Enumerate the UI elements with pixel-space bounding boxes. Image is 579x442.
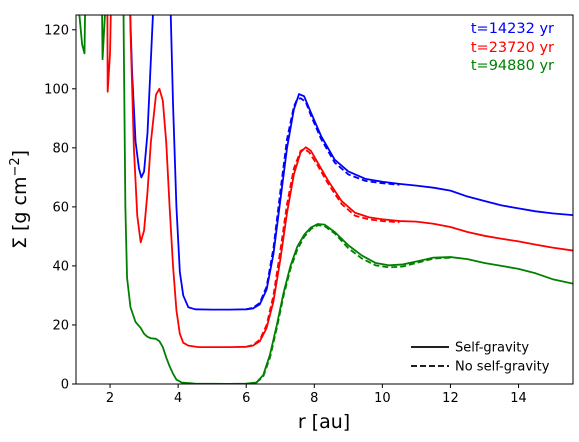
x-tick-label: 4 [174,391,182,406]
time-label-1: t=14232 yr [471,21,554,37]
series-2-no-self-gravity-line [245,148,400,348]
time-label-3: t=94880 yr [471,58,554,74]
y-tick-label: 80 [52,141,69,156]
y-axis-label-main: Σ [g cm [9,177,31,250]
axis-ticks: 2 4 6 8 10 12 14 0 20 40 60 80 100 120 [44,23,527,406]
legend-label-self-gravity: Self-gravity [455,341,529,356]
y-tick-label: 100 [44,82,69,97]
plot-frame [75,14,574,385]
y-tick-label: 20 [52,319,69,334]
x-tick-label: 8 [310,391,318,406]
y-tick-label: 60 [52,200,69,215]
y-axis-label: Σ [g cm−2] [8,150,31,249]
x-tick-label: 14 [510,391,527,406]
linestyle-legend: Self-gravity No self-gravity [411,341,550,375]
x-tick-label: 10 [374,391,391,406]
y-tick-label: 40 [52,259,69,274]
x-tick-label: 6 [242,391,250,406]
x-tick-label: 12 [442,391,459,406]
y-tick-label: 0 [61,378,69,393]
series-3-no-self-gravity-line [255,224,451,384]
legend-label-no-self-gravity: No self-gravity [455,360,550,375]
series-1-no-self-gravity-line [246,97,400,311]
x-tick-label: 2 [106,391,114,406]
y-tick-label: 120 [44,23,69,38]
y-axis-label-exponent: −2 [8,157,23,176]
time-label-2: t=23720 yr [471,40,554,56]
series-2-self-gravity-line [106,15,573,348]
y-axis-label-close: ] [9,150,31,157]
x-axis-label: r [au] [298,411,350,433]
time-legend: t=14232 yr t=23720 yr t=94880 yr [471,21,554,74]
